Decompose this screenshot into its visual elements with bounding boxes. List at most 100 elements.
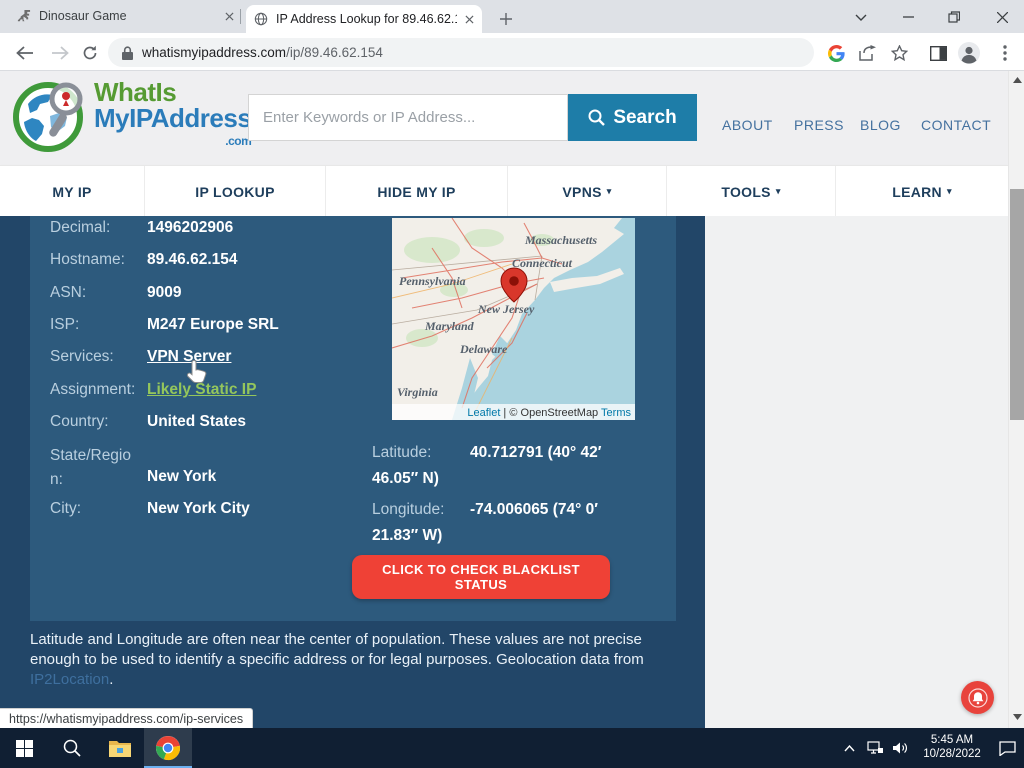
note-period: . — [109, 671, 114, 688]
taskbar-clock[interactable]: 5:45 AM 10/28/2022 — [914, 728, 990, 768]
nav-label: VPNS — [562, 183, 602, 200]
nav-item-ip-lookup[interactable]: IP LOOKUP — [145, 166, 326, 217]
chrome-taskbar-button[interactable] — [144, 728, 192, 768]
search-icon — [588, 109, 606, 126]
site-logo[interactable]: WhatIs MyIPAddress .com — [10, 76, 252, 156]
site-search-button[interactable]: Search — [568, 94, 697, 141]
logo-text: WhatIs MyIPAddress .com — [94, 76, 252, 154]
minimize-button[interactable] — [893, 6, 923, 28]
side-panel-icon[interactable] — [925, 40, 951, 66]
tab-close-icon[interactable] — [465, 14, 474, 24]
latitude-label: Latitude: — [372, 444, 432, 461]
scroll-down-icon[interactable] — [1011, 711, 1023, 723]
vpn-server-link[interactable]: VPN Server — [147, 348, 232, 365]
nav-item-learn[interactable]: LEARN ▾ — [836, 166, 1008, 217]
scrollbar-thumb[interactable] — [1010, 189, 1024, 420]
map-label-new-jersey: New Jersey — [477, 302, 535, 316]
detail-label-country: Country: — [50, 413, 109, 430]
detail-label-state-region: State/Region: — [50, 447, 131, 488]
hand-cursor-icon — [186, 359, 208, 385]
map-marker-icon — [500, 267, 528, 303]
nav-item-hide-my-ip[interactable]: HIDE MY IP — [326, 166, 508, 217]
detail-label-services: Services: — [50, 348, 114, 365]
map-attribution-bar — [392, 404, 635, 420]
leaflet-link[interactable]: Leaflet — [467, 407, 500, 419]
header-link-about[interactable]: ABOUT — [722, 117, 773, 133]
action-center-icon[interactable] — [990, 728, 1024, 768]
address-bar[interactable]: whatismyipaddress.com/ip/89.46.62.154 — [108, 38, 814, 67]
nav-label: IP LOOKUP — [195, 183, 275, 200]
share-icon[interactable] — [855, 40, 881, 66]
clock-date: 10/28/2022 — [923, 748, 981, 760]
attribution-separator: | — [500, 407, 509, 419]
nav-item-vpns[interactable]: VPNS ▾ — [508, 166, 667, 217]
tab-ip-lookup[interactable]: IP Address Lookup for 89.46.62.1 — [246, 5, 482, 33]
detail-label-assignment: Assignment: — [50, 381, 136, 398]
url-host: whatismyipaddress.com — [142, 45, 287, 60]
nav-label: TOOLS — [721, 183, 771, 200]
notification-bell-button[interactable] — [961, 681, 994, 714]
globe-magnifier-logo-icon — [10, 76, 90, 156]
hidden-icons-chevron-icon[interactable] — [836, 728, 862, 768]
status-bar-link-preview: https://whatismyipaddress.com/ip-service… — [0, 708, 254, 729]
detail-value-hostname: 89.46.62.154 — [147, 251, 238, 268]
site-search-input[interactable] — [248, 94, 568, 141]
url-path: /ip/89.46.62.154 — [286, 45, 383, 60]
latitude-value: 40.712791 (40° 42′ 46.05″ N) — [372, 444, 602, 487]
main-navigation: MY IP IP LOOKUP HIDE MY IP VPNS ▾ TOOLS … — [0, 165, 1008, 217]
page-scrollbar[interactable] — [1008, 71, 1024, 728]
profile-avatar[interactable] — [956, 40, 982, 66]
scroll-up-icon[interactable] — [1011, 74, 1023, 86]
location-map[interactable]: Massachusetts Connecticut Pennsylvania N… — [392, 218, 635, 420]
map-label-pennsylvania: Pennsylvania — [399, 274, 466, 288]
tab-close-icon[interactable] — [225, 11, 234, 21]
forward-button[interactable] — [47, 40, 73, 66]
dinosaur-favicon-icon — [16, 9, 31, 24]
page-side-background — [705, 216, 1008, 728]
check-blacklist-button[interactable]: CLICK TO CHECK BLACKLIST STATUS — [352, 555, 610, 599]
browser-tab-bar: Dinosaur Game IP Address Lookup for 89.4… — [0, 0, 1024, 33]
tab-search-chevron-icon[interactable] — [846, 6, 876, 28]
logo-tld: .com — [225, 133, 252, 148]
status-link-text: https://whatismyipaddress.com/ip-service… — [9, 712, 244, 726]
ip2location-link[interactable]: IP2Location — [30, 671, 110, 688]
reload-button[interactable] — [77, 40, 103, 66]
windows-taskbar: 5:45 AM 10/28/2022 — [0, 728, 1024, 768]
logo-line-1: WhatIs — [94, 76, 177, 107]
google-g-icon[interactable] — [823, 40, 849, 66]
taskbar-search-button[interactable] — [48, 728, 96, 768]
search-button-label: Search — [613, 106, 677, 128]
back-button[interactable] — [11, 40, 37, 66]
network-icon[interactable] — [862, 728, 888, 768]
nav-item-tools[interactable]: TOOLS ▾ — [667, 166, 836, 217]
svg-text:Leaflet | © OpenStreetMap Term: Leaflet | © OpenStreetMap Terms — [467, 407, 631, 419]
header-link-blog[interactable]: BLOG — [860, 117, 901, 133]
detail-value-country: United States — [147, 413, 247, 430]
detail-value-decimal: 1496202906 — [147, 219, 234, 236]
likely-static-ip-link[interactable]: Likely Static IP — [147, 381, 257, 398]
header-link-press[interactable]: PRESS — [794, 117, 844, 133]
speaker-icon[interactable] — [888, 728, 914, 768]
map-label-delaware: Delaware — [459, 342, 508, 356]
lock-icon[interactable] — [122, 45, 133, 60]
note-text: Latitude and Longitude are often near th… — [30, 631, 644, 668]
nav-label: MY IP — [52, 183, 92, 200]
url-text[interactable]: whatismyipaddress.com/ip/89.46.62.154 — [142, 45, 383, 60]
geolocation-note: Latitude and Longitude are often near th… — [30, 630, 676, 690]
browser-menu-icon[interactable] — [992, 40, 1018, 66]
new-tab-button[interactable] — [494, 7, 518, 31]
header-link-contact[interactable]: CONTACT — [921, 117, 992, 133]
longitude-value: -74.006065 (74° 0′ 21.83″ W) — [372, 501, 598, 544]
bookmark-star-icon[interactable] — [886, 40, 912, 66]
file-explorer-button[interactable] — [96, 728, 144, 768]
close-window-button[interactable] — [987, 6, 1017, 28]
terms-link[interactable]: Terms — [601, 407, 631, 419]
openstreetmap-credit: © OpenStreetMap — [509, 407, 601, 419]
map-label-connecticut: Connecticut — [512, 256, 573, 270]
tab-dinosaur-game[interactable]: Dinosaur Game — [8, 0, 242, 32]
nav-item-my-ip[interactable]: MY IP — [0, 166, 145, 217]
longitude-label: Longitude: — [372, 501, 445, 518]
start-button[interactable] — [0, 728, 48, 768]
restore-button[interactable] — [939, 6, 969, 28]
chevron-down-icon: ▾ — [775, 186, 781, 196]
